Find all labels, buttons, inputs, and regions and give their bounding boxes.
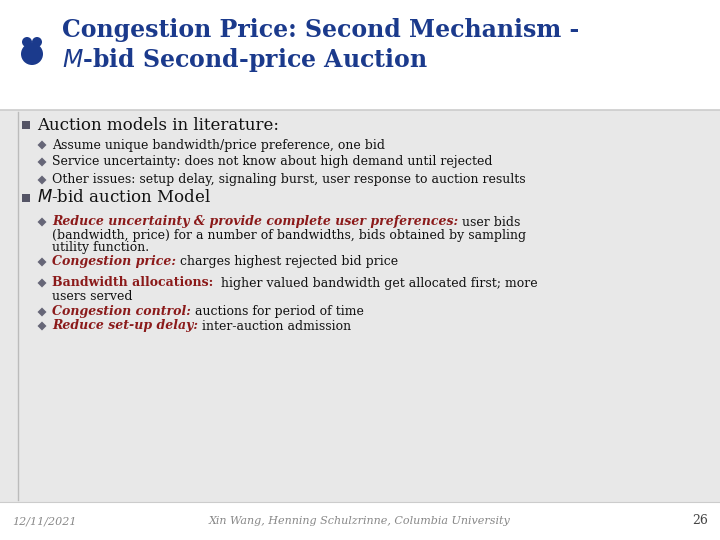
Polygon shape	[37, 140, 47, 150]
Text: Congestion price:: Congestion price:	[52, 255, 176, 268]
Text: $\mathit{M}$-bid auction Model: $\mathit{M}$-bid auction Model	[37, 190, 211, 206]
Text: Xin Wang, Henning Schulzrinne, Columbia University: Xin Wang, Henning Schulzrinne, Columbia …	[209, 516, 511, 526]
Polygon shape	[37, 279, 47, 287]
Text: Auction models in literature:: Auction models in literature:	[37, 117, 279, 133]
Polygon shape	[37, 158, 47, 166]
Bar	[0, 502, 720, 540]
Polygon shape	[37, 258, 47, 267]
Text: 12/11/2021: 12/11/2021	[12, 516, 76, 526]
Ellipse shape	[22, 37, 32, 47]
Text: $\mathit{M}$-bid Second-price Auction: $\mathit{M}$-bid Second-price Auction	[62, 46, 428, 74]
Polygon shape	[37, 307, 47, 316]
Text: users served: users served	[52, 289, 132, 302]
Text: (bandwidth, price) for a number of bandwidths, bids obtained by sampling: (bandwidth, price) for a number of bandw…	[52, 228, 526, 241]
Text: utility function.: utility function.	[52, 241, 149, 254]
Bar	[22, 194, 30, 202]
Ellipse shape	[32, 37, 42, 47]
Text: 26: 26	[692, 515, 708, 528]
Text: Assume unique bandwidth/price preference, one bid: Assume unique bandwidth/price preference…	[52, 138, 385, 152]
Polygon shape	[37, 321, 47, 330]
Text: higher valued bandwidth get allocated first; more: higher valued bandwidth get allocated fi…	[213, 276, 538, 289]
Text: Reduce set-up delay:: Reduce set-up delay:	[52, 320, 198, 333]
Text: Other issues: setup delay, signaling burst, user response to auction results: Other issues: setup delay, signaling bur…	[52, 173, 526, 186]
Text: charges highest rejected bid price: charges highest rejected bid price	[176, 255, 398, 268]
Text: Reduce uncertainty & provide complete user preferences:: Reduce uncertainty & provide complete us…	[52, 215, 458, 228]
Text: auctions for period of time: auctions for period of time	[191, 306, 364, 319]
Text: inter-auction admission: inter-auction admission	[198, 320, 351, 333]
Ellipse shape	[21, 43, 43, 65]
Text: Bandwidth allocations:: Bandwidth allocations:	[52, 276, 213, 289]
Bar	[0, 110, 720, 502]
Polygon shape	[37, 176, 47, 185]
Text: Congestion control:: Congestion control:	[52, 306, 191, 319]
Text: Service uncertainty: does not know about high demand until rejected: Service uncertainty: does not know about…	[52, 156, 492, 168]
Text: Congestion Price: Second Mechanism -: Congestion Price: Second Mechanism -	[62, 18, 580, 42]
Polygon shape	[37, 218, 47, 226]
Text: user bids: user bids	[458, 215, 521, 228]
Bar	[0, 0, 720, 110]
Bar	[22, 121, 30, 129]
